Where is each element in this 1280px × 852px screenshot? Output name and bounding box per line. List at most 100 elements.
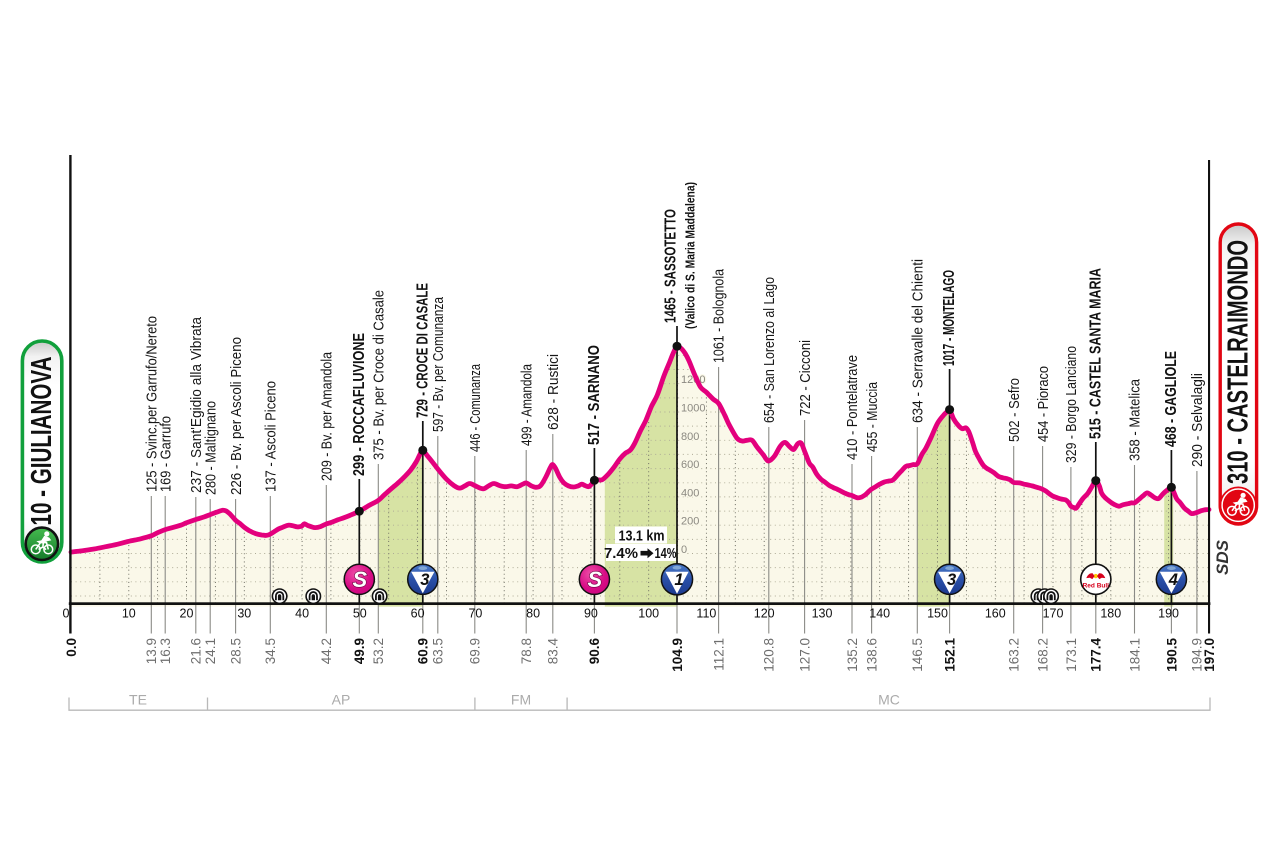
svg-text:53.2: 53.2	[371, 638, 386, 664]
svg-text:169 - Garrufo: 169 - Garrufo	[158, 416, 174, 492]
svg-text:600: 600	[681, 459, 699, 471]
svg-text:4: 4	[1168, 571, 1178, 589]
svg-text:135.2: 135.2	[845, 638, 860, 672]
svg-text:280 - Maltignano: 280 - Maltignano	[203, 401, 219, 495]
svg-text:226 - Bv. per Ascoli Piceno: 226 - Bv. per Ascoli Piceno	[229, 337, 245, 495]
svg-text:TE: TE	[129, 692, 147, 708]
svg-text:120: 120	[754, 607, 775, 621]
svg-text:200: 200	[681, 516, 699, 528]
svg-text:0: 0	[63, 607, 70, 621]
svg-text:180: 180	[1100, 607, 1121, 621]
svg-text:100: 100	[638, 607, 659, 621]
svg-text:138.6: 138.6	[865, 638, 880, 672]
svg-text:14%: 14%	[655, 545, 677, 562]
svg-text:140: 140	[869, 607, 890, 621]
svg-text:50: 50	[353, 607, 367, 621]
svg-text:190: 190	[1158, 607, 1179, 621]
svg-text:69.9: 69.9	[468, 638, 483, 664]
svg-text:446 - Comunanza: 446 - Comunanza	[468, 364, 484, 452]
svg-text:290 - Selvalagli: 290 - Selvalagli	[1190, 373, 1206, 467]
svg-text:1465 - SASSOTETTO: 1465 - SASSOTETTO	[663, 209, 680, 323]
svg-text:83.4: 83.4	[546, 638, 561, 665]
svg-text:AP: AP	[332, 692, 351, 708]
svg-text:130: 130	[812, 607, 833, 621]
svg-text:1000: 1000	[681, 403, 705, 415]
svg-text:209 - Bv. per Amandola: 209 - Bv. per Amandola	[320, 352, 336, 481]
svg-text:Red Bull: Red Bull	[1083, 582, 1110, 589]
svg-text:112.1: 112.1	[711, 638, 726, 671]
svg-text:80: 80	[526, 607, 540, 621]
svg-text:634 - Serravalle del Chienti: 634 - Serravalle del Chienti	[910, 259, 926, 423]
svg-text:517 - SARNANO: 517 - SARNANO	[586, 345, 603, 445]
svg-text:78.8: 78.8	[519, 638, 534, 664]
svg-text:1: 1	[674, 571, 683, 589]
svg-text:10: 10	[122, 607, 136, 621]
svg-text:194.9: 194.9	[1190, 638, 1205, 672]
svg-text:104.9: 104.9	[670, 638, 685, 672]
svg-text:28.5: 28.5	[229, 638, 244, 664]
svg-text:60.9: 60.9	[416, 638, 431, 664]
svg-text:60: 60	[411, 607, 425, 621]
svg-text:3: 3	[947, 571, 956, 589]
svg-text:163.2: 163.2	[1007, 638, 1022, 672]
svg-text:127.0: 127.0	[798, 638, 813, 672]
svg-text:515 - CASTEL SANTA MARIA: 515 - CASTEL SANTA MARIA	[1087, 268, 1104, 439]
svg-text:1061 - Bolognola: 1061 - Bolognola	[712, 269, 728, 363]
svg-text:1017 - MONTELAGO: 1017 - MONTELAGO	[941, 270, 958, 366]
svg-text:410 - Pontelatrave: 410 - Pontelatrave	[845, 355, 861, 460]
svg-text:628 - Rustici: 628 - Rustici	[546, 354, 562, 430]
svg-text:170: 170	[1043, 607, 1064, 621]
svg-text:152.1: 152.1	[943, 638, 958, 672]
svg-text:110: 110	[696, 607, 716, 621]
svg-text:468 - GAGLIOLE: 468 - GAGLIOLE	[1163, 351, 1180, 447]
svg-text:197.0: 197.0	[1202, 638, 1217, 672]
svg-text:40: 40	[295, 607, 309, 621]
svg-text:FM: FM	[511, 692, 531, 708]
svg-text:21.6: 21.6	[189, 638, 204, 664]
svg-text:173.1: 173.1	[1064, 638, 1079, 672]
svg-text:160: 160	[985, 607, 1006, 621]
svg-text:729 - CROCE DI CASALE: 729 - CROCE DI CASALE	[414, 283, 431, 418]
svg-text:20: 20	[180, 607, 194, 621]
svg-text:722 - Cicconi: 722 - Cicconi	[798, 340, 814, 416]
svg-text:S: S	[588, 567, 603, 592]
svg-text:63.5: 63.5	[431, 638, 446, 664]
svg-text:0: 0	[681, 544, 687, 556]
svg-text:329 - Borgo Lanciano: 329 - Borgo Lanciano	[1064, 346, 1080, 463]
svg-text:190.5: 190.5	[1164, 638, 1179, 672]
svg-text:375 - Bv. per Croce di Casale: 375 - Bv. per Croce di Casale	[372, 290, 388, 460]
svg-text:34.5: 34.5	[263, 638, 278, 664]
svg-text:455 - Muccia: 455 - Muccia	[865, 382, 881, 452]
svg-text:150: 150	[927, 607, 948, 621]
svg-text:125 - Svinc.per Garrufo/Nereto: 125 - Svinc.per Garrufo/Nereto	[144, 316, 160, 492]
svg-text:MC: MC	[878, 692, 900, 708]
svg-text:24.1: 24.1	[203, 638, 218, 664]
svg-text:44.2: 44.2	[319, 638, 334, 664]
svg-text:10 - GIULIANOVA: 10 - GIULIANOVA	[26, 356, 58, 525]
svg-text:30: 30	[237, 607, 251, 621]
svg-text:168.2: 168.2	[1036, 638, 1051, 672]
svg-text:137 - Ascoli Piceno: 137 - Ascoli Piceno	[263, 381, 279, 492]
svg-text:120.8: 120.8	[762, 638, 777, 672]
svg-text:13.9: 13.9	[144, 638, 159, 664]
svg-text:800: 800	[681, 431, 699, 443]
svg-text:358 - Matelica: 358 - Matelica	[1128, 379, 1144, 461]
svg-text:(Valico di S. Maria Maddalena): (Valico di S. Maria Maddalena)	[684, 182, 698, 329]
svg-text:16.3: 16.3	[158, 638, 173, 664]
svg-text:70: 70	[468, 607, 482, 621]
svg-text:502 - Sefro: 502 - Sefro	[1007, 378, 1023, 442]
svg-text:90.6: 90.6	[587, 638, 602, 665]
svg-text:146.5: 146.5	[910, 638, 925, 672]
svg-text:237 - Sant'Egidio alla Vibrata: 237 - Sant'Egidio alla Vibrata	[189, 317, 205, 493]
svg-text:SDS: SDS	[1213, 539, 1232, 575]
svg-text:0.0: 0.0	[64, 638, 79, 657]
svg-text:90: 90	[584, 607, 598, 621]
svg-text:7.4%: 7.4%	[604, 545, 638, 562]
svg-text:3: 3	[420, 571, 429, 589]
svg-text:184.1: 184.1	[1127, 638, 1142, 672]
svg-text:454 - Pioraco: 454 - Pioraco	[1036, 366, 1052, 442]
svg-text:299 - ROCCAFLUVIONE: 299 - ROCCAFLUVIONE	[351, 333, 368, 476]
svg-text:400: 400	[681, 487, 699, 499]
svg-text:13.1 km: 13.1 km	[619, 528, 665, 545]
svg-text:654 - San Lorenzo al Lago: 654 - San Lorenzo al Lago	[762, 277, 778, 423]
